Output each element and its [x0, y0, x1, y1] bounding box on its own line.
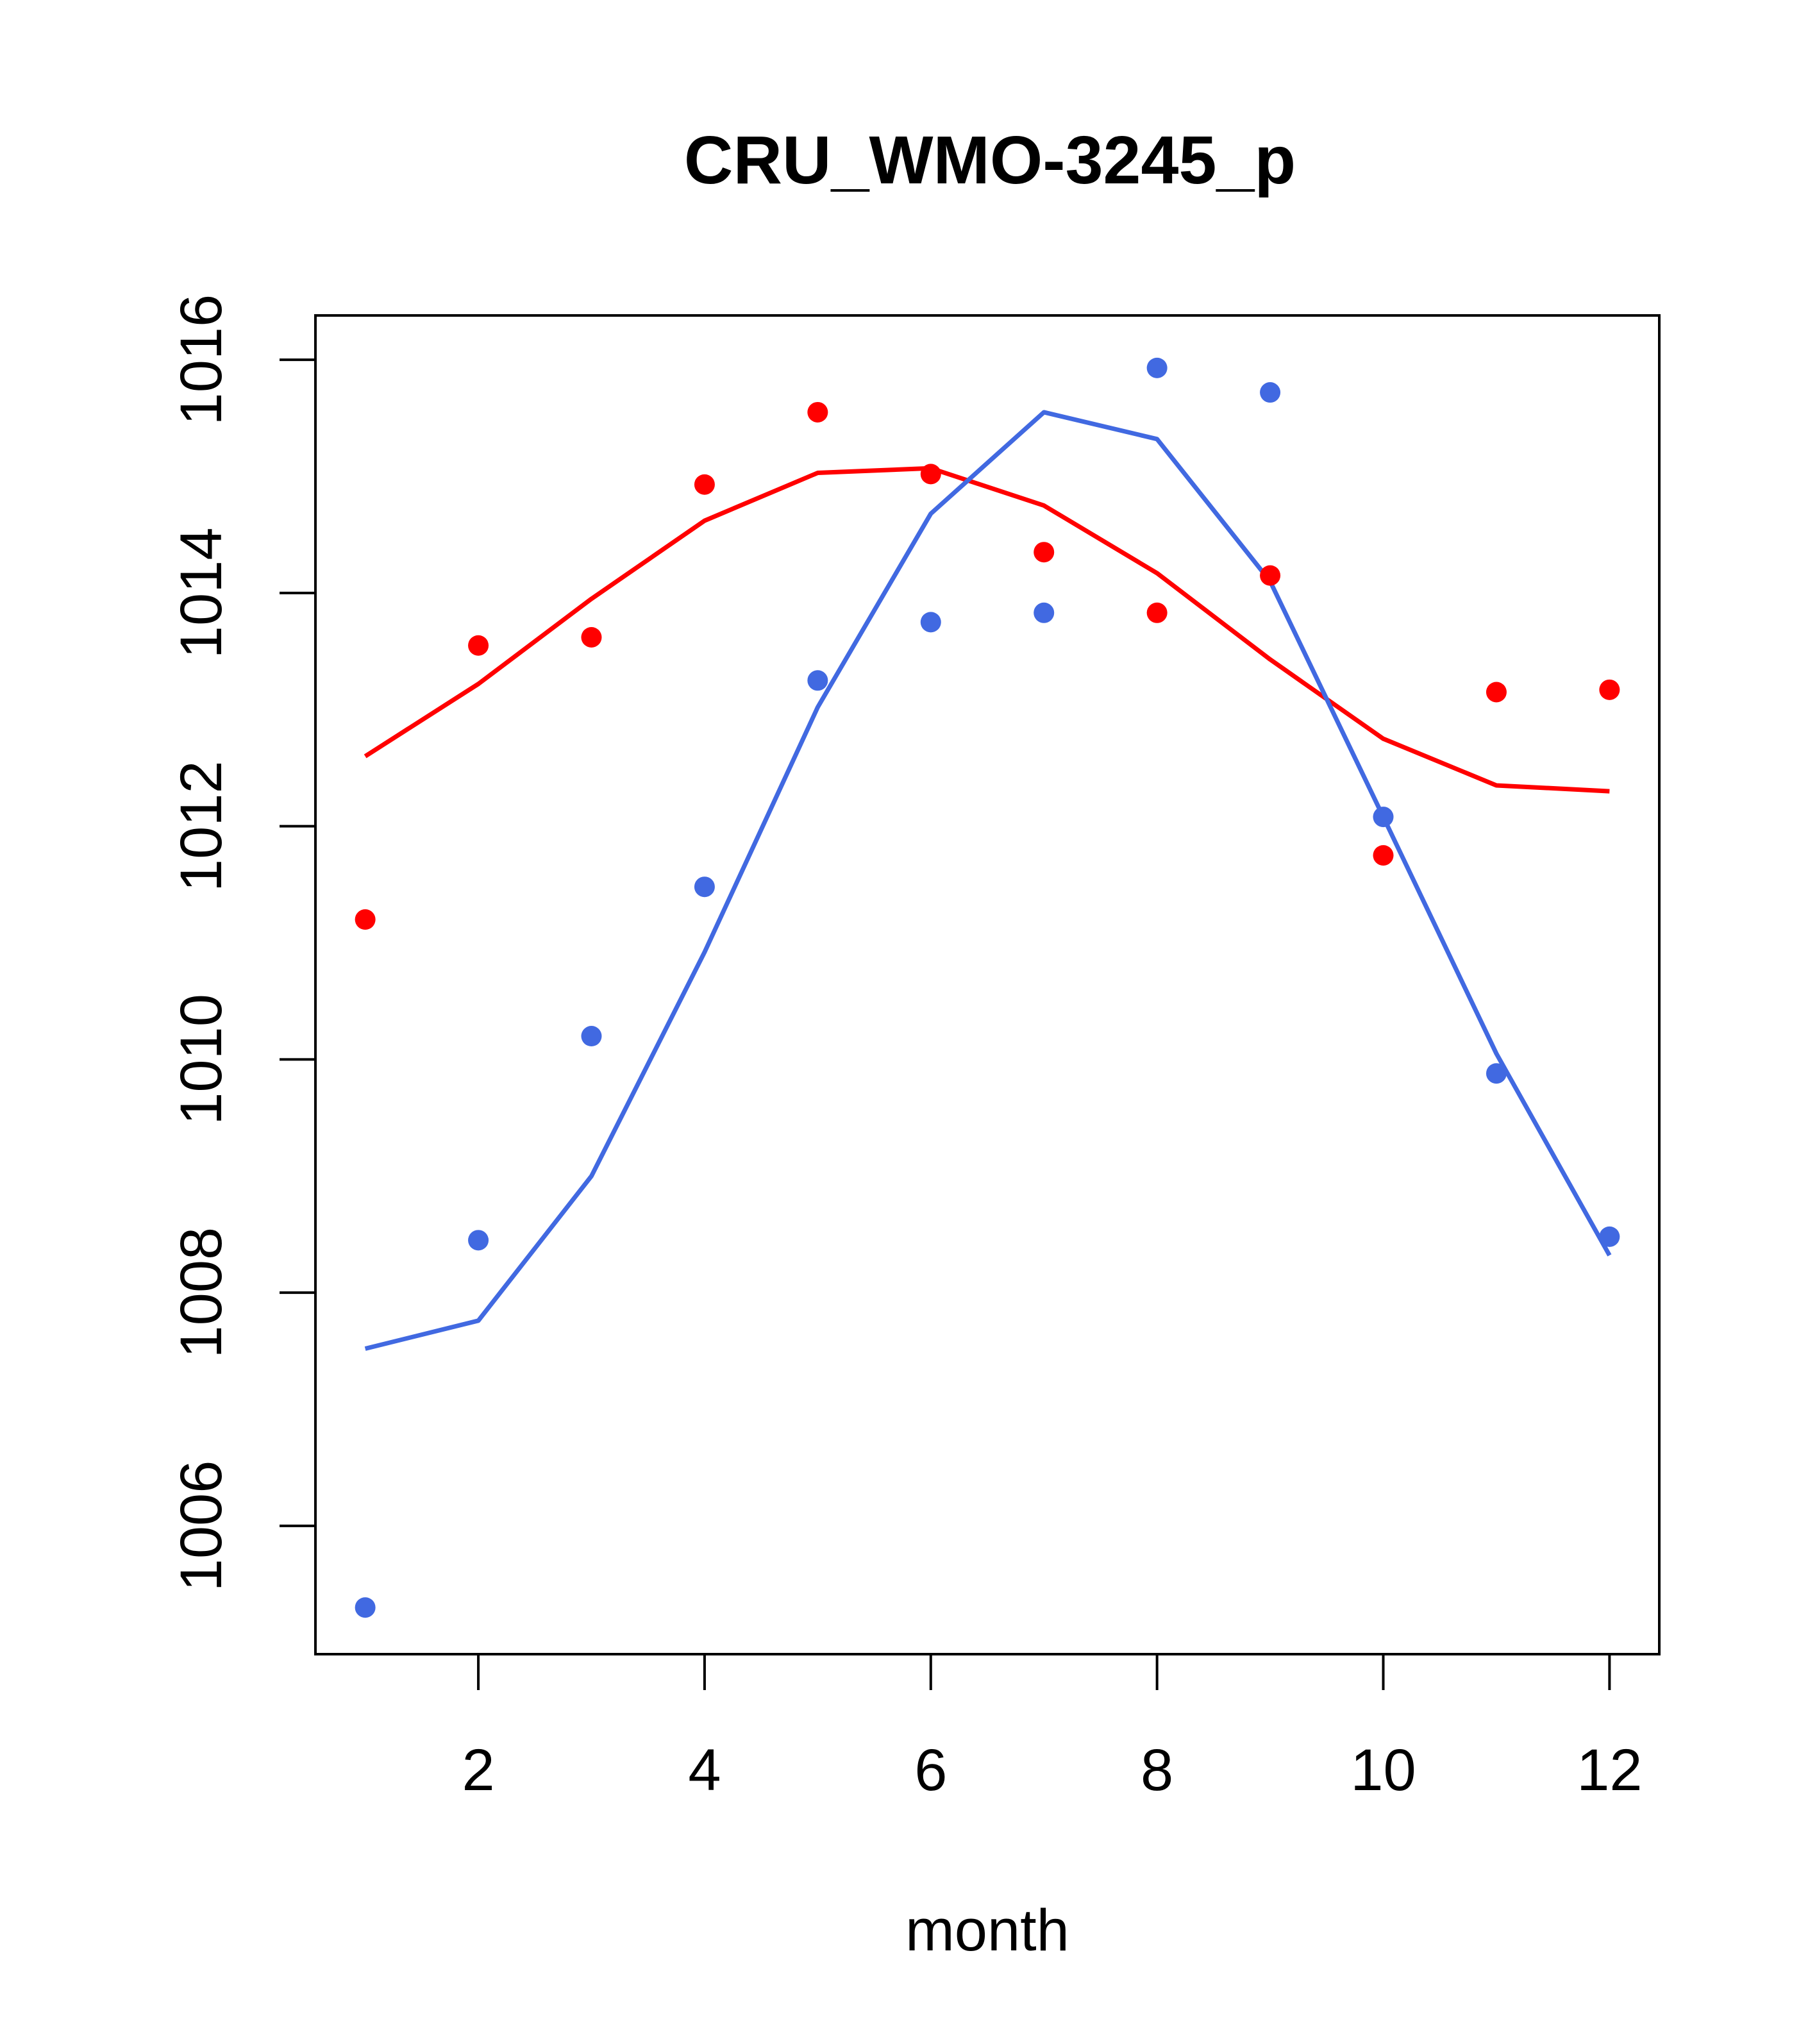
y-tick-label: 1016	[169, 294, 234, 426]
plot-series	[355, 357, 1620, 1618]
red-line	[364, 465, 1610, 794]
blue-point	[807, 670, 828, 691]
x-tick-label: 6	[914, 1738, 947, 1803]
x-tick-label: 8	[1141, 1738, 1173, 1803]
red-point	[920, 464, 941, 485]
red-point	[1599, 679, 1620, 700]
x-tick-label: 12	[1577, 1738, 1642, 1803]
red-point	[1034, 542, 1055, 563]
blue-point	[920, 612, 941, 633]
red-point	[468, 635, 489, 656]
blue-point	[355, 1597, 376, 1618]
red-point	[694, 474, 715, 495]
blue-point	[1034, 602, 1055, 623]
plot-frame	[314, 314, 1661, 1655]
red-point	[1373, 845, 1394, 866]
y-tick-label: 1012	[169, 760, 234, 892]
y-tick-label: 1010	[169, 994, 234, 1125]
blue-point	[1260, 382, 1281, 403]
blue-line	[364, 410, 1612, 1351]
x-tick-label: 10	[1350, 1738, 1416, 1803]
red-point	[355, 909, 376, 930]
chart-title: CRU_WMO-3245_p	[684, 122, 1296, 198]
y-tick-label: 1008	[169, 1227, 234, 1359]
red-point	[1486, 682, 1507, 703]
blue-point	[581, 1026, 602, 1047]
x-axis: 2 4 6 8 10 12	[462, 1653, 1643, 1803]
blue-point	[1599, 1226, 1620, 1247]
y-tick-label: 1014	[169, 528, 234, 659]
blue-point	[1373, 807, 1394, 828]
red-point	[1146, 602, 1168, 623]
blue-point	[468, 1230, 489, 1251]
x-tick-label: 4	[688, 1738, 721, 1803]
red-point	[807, 401, 828, 423]
blue-point	[1486, 1063, 1507, 1084]
x-tick-label: 2	[462, 1738, 494, 1803]
x-axis-label: month	[905, 1898, 1069, 1963]
red-point	[581, 626, 602, 648]
y-tick-label: 1006	[169, 1461, 234, 1592]
blue-point	[1146, 357, 1168, 378]
red-point	[1260, 565, 1281, 586]
y-axis: 1006 1008 1010 1012 1014 1016	[169, 294, 317, 1592]
blue-point	[694, 876, 715, 898]
